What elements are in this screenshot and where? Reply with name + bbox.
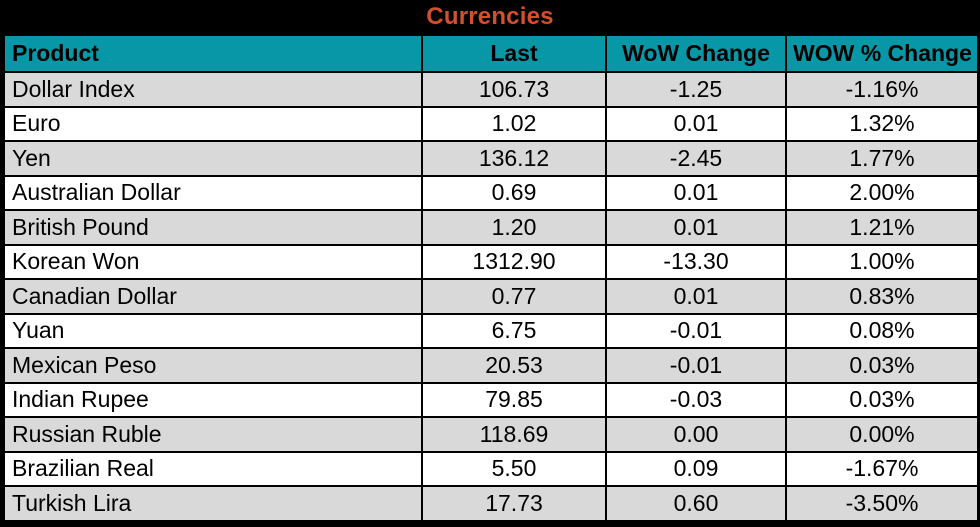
cell-wow-change: 0.01 (605, 209, 787, 246)
table-row: Australian Dollar 0.69 0.01 2.00% (3, 174, 979, 212)
cell-wow-pct-change: 0.00% (785, 416, 979, 453)
cell-product: Korean Won (3, 243, 423, 281)
column-header-product: Product (3, 34, 423, 73)
table-title-bar: Currencies (3, 0, 977, 34)
cell-wow-change: 0.01 (605, 278, 787, 315)
cell-wow-change: -0.03 (605, 381, 787, 419)
cell-wow-change: -0.01 (605, 347, 787, 384)
cell-product: Yuan (3, 312, 423, 350)
cell-last: 79.85 (421, 381, 607, 419)
table-row: Yen 136.12 -2.45 1.77% (3, 140, 979, 177)
table-row: Russian Ruble 118.69 0.00 0.00% (3, 416, 979, 453)
cell-wow-change: 0.60 (605, 485, 787, 522)
cell-wow-change: -1.25 (605, 71, 787, 108)
cell-wow-change: -13.30 (605, 243, 787, 281)
table-row: Euro 1.02 0.01 1.32% (3, 105, 979, 143)
cell-product: Dollar Index (3, 71, 423, 108)
cell-wow-pct-change: 0.03% (785, 381, 979, 419)
table-row: Brazilian Real 5.50 0.09 -1.67% (3, 450, 979, 488)
cell-wow-pct-change: 1.00% (785, 243, 979, 281)
cell-wow-change: 0.01 (605, 105, 787, 143)
cell-wow-pct-change: 2.00% (785, 174, 979, 212)
table-row: British Pound 1.20 0.01 1.21% (3, 209, 979, 246)
cell-wow-pct-change: 1.21% (785, 209, 979, 246)
cell-last: 1.02 (421, 105, 607, 143)
cell-last: 136.12 (421, 140, 607, 177)
cell-product: Indian Rupee (3, 381, 423, 419)
cell-wow-change: 0.09 (605, 450, 787, 488)
column-header-last: Last (421, 34, 607, 73)
cell-wow-pct-change: 1.32% (785, 105, 979, 143)
column-header-wow-pct-change: WOW % Change (785, 34, 979, 73)
cell-wow-pct-change: 0.83% (785, 278, 979, 315)
cell-last: 118.69 (421, 416, 607, 453)
cell-wow-pct-change: 0.08% (785, 312, 979, 350)
cell-last: 5.50 (421, 450, 607, 488)
cell-wow-pct-change: -1.16% (785, 71, 979, 108)
cell-product: Canadian Dollar (3, 278, 423, 315)
header-row: Product Last WoW Change WOW % Change (3, 34, 979, 73)
cell-product: Russian Ruble (3, 416, 423, 453)
table-row: Dollar Index 106.73 -1.25 -1.16% (3, 71, 979, 108)
cell-wow-pct-change: 0.03% (785, 347, 979, 384)
column-header-wow-change: WoW Change (605, 34, 787, 73)
table-row: Canadian Dollar 0.77 0.01 0.83% (3, 278, 979, 315)
cell-wow-change: -2.45 (605, 140, 787, 177)
cell-last: 17.73 (421, 485, 607, 522)
cell-wow-pct-change: 1.77% (785, 140, 979, 177)
cell-last: 6.75 (421, 312, 607, 350)
cell-product: Australian Dollar (3, 174, 423, 212)
cell-wow-change: 0.01 (605, 174, 787, 212)
cell-product: Yen (3, 140, 423, 177)
cell-wow-change: -0.01 (605, 312, 787, 350)
cell-wow-pct-change: -1.67% (785, 450, 979, 488)
cell-last: 0.69 (421, 174, 607, 212)
cell-last: 0.77 (421, 278, 607, 315)
cell-last: 1312.90 (421, 243, 607, 281)
cell-wow-pct-change: -3.50% (785, 485, 979, 522)
cell-product: Turkish Lira (3, 485, 423, 522)
table-title: Currencies (426, 3, 554, 30)
cell-wow-change: 0.00 (605, 416, 787, 453)
cell-product: Mexican Peso (3, 347, 423, 384)
cell-last: 106.73 (421, 71, 607, 108)
currencies-table: Product Last WoW Change WOW % Change Dol… (3, 34, 979, 522)
cell-product: Brazilian Real (3, 450, 423, 488)
table-row: Mexican Peso 20.53 -0.01 0.03% (3, 347, 979, 384)
cell-product: Euro (3, 105, 423, 143)
table-row: Turkish Lira 17.73 0.60 -3.50% (3, 485, 979, 522)
cell-last: 20.53 (421, 347, 607, 384)
table-row: Indian Rupee 79.85 -0.03 0.03% (3, 381, 979, 419)
table-row: Yuan 6.75 -0.01 0.08% (3, 312, 979, 350)
cell-product: British Pound (3, 209, 423, 246)
table-row: Korean Won 1312.90 -13.30 1.00% (3, 243, 979, 281)
cell-last: 1.20 (421, 209, 607, 246)
